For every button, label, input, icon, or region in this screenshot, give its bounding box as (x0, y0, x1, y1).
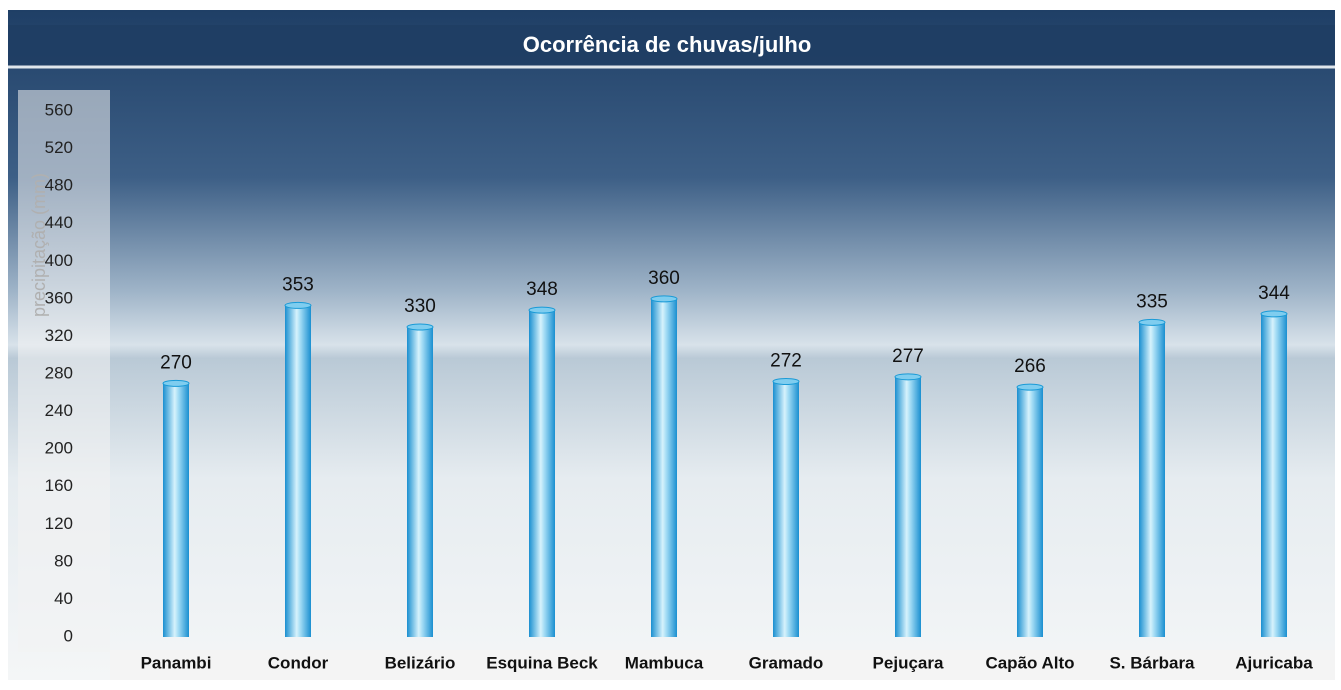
bar-cap (163, 380, 189, 386)
value-label: 272 (770, 351, 802, 372)
x-tick-label: Gramado (749, 653, 824, 672)
x-tick-label: S. Bárbara (1109, 653, 1195, 672)
bar-cap (1139, 319, 1165, 325)
bar (895, 377, 921, 637)
y-tick-label: 80 (54, 551, 73, 570)
chart: Ocorrência de chuvas/julho precipitação … (0, 0, 1341, 685)
bar-cap (407, 324, 433, 330)
bar (163, 383, 189, 637)
x-tick-label: Capão Alto (985, 653, 1074, 672)
value-label: 348 (526, 279, 558, 300)
value-label: 266 (1014, 356, 1046, 377)
bar (773, 382, 799, 637)
y-tick-label: 360 (45, 288, 73, 307)
bar (1261, 314, 1287, 637)
x-tick-label: Panambi (141, 653, 212, 672)
value-label: 353 (282, 274, 314, 295)
y-tick-label: 200 (45, 439, 73, 458)
value-label: 330 (404, 296, 436, 317)
bar (407, 327, 433, 637)
bar (651, 299, 677, 637)
value-label: 277 (892, 346, 924, 367)
y-tick-label: 160 (45, 476, 73, 495)
y-tick-label: 240 (45, 401, 73, 420)
y-tick-label: 560 (45, 100, 73, 119)
x-tick-label: Mambuca (625, 653, 704, 672)
bar-cap (1017, 384, 1043, 390)
bar-cap (651, 296, 677, 302)
bar-cap (285, 302, 311, 308)
bar-cap (1261, 311, 1287, 317)
y-tick-label: 520 (45, 138, 73, 157)
value-label: 360 (648, 268, 680, 289)
x-tick-label: Belizário (385, 653, 456, 672)
bar-cap (773, 379, 799, 385)
chart-title: Ocorrência de chuvas/julho (523, 32, 812, 57)
y-tick-label: 40 (54, 589, 73, 608)
y-tick-label: 120 (45, 514, 73, 533)
bar (1139, 322, 1165, 637)
x-tick-label: Condor (268, 653, 329, 672)
x-tick-label: Esquina Beck (486, 653, 598, 672)
y-tick-label: 280 (45, 363, 73, 382)
value-label: 270 (160, 352, 192, 373)
y-tick-label: 320 (45, 326, 73, 345)
value-label: 335 (1136, 291, 1168, 312)
bar (529, 310, 555, 637)
bar (1017, 387, 1043, 637)
y-tick-label: 480 (45, 176, 73, 195)
x-tick-label: Ajuricaba (1235, 653, 1313, 672)
y-tick-label: 440 (45, 213, 73, 232)
y-tick-label: 0 (64, 626, 73, 645)
x-tick-label: Pejuçara (873, 653, 944, 672)
bar-cap (895, 374, 921, 380)
value-label: 344 (1258, 283, 1290, 304)
y-tick-label: 400 (45, 251, 73, 270)
bar (285, 305, 311, 637)
bar-cap (529, 307, 555, 313)
